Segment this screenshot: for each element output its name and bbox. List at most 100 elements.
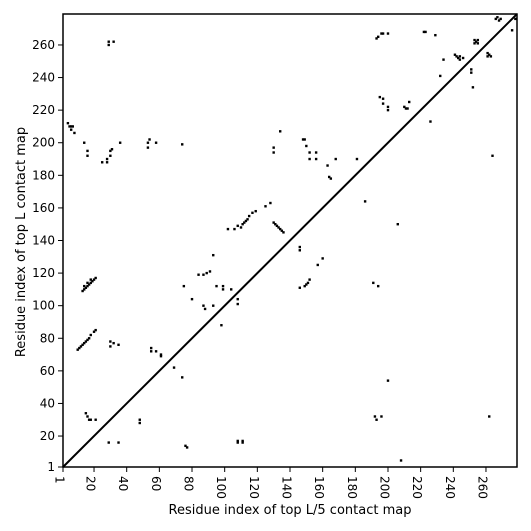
contact-point: [117, 441, 120, 444]
x-tick-label: 100: [214, 476, 228, 499]
contact-point: [86, 284, 89, 288]
contact-point: [514, 17, 517, 21]
contact-point: [236, 302, 239, 306]
contact-point: [376, 35, 380, 39]
y-tick-label: 220: [32, 103, 55, 117]
contact-point: [236, 297, 239, 301]
contact-point: [92, 330, 96, 333]
contact-point: [314, 151, 318, 154]
contact-point: [241, 441, 244, 444]
contact-point: [375, 37, 378, 40]
contact-point: [109, 149, 112, 153]
contact-point: [202, 273, 205, 276]
x-tick-label: 140: [280, 476, 294, 499]
contact-point: [476, 42, 480, 45]
contact-point: [109, 340, 112, 343]
contact-point: [272, 151, 275, 154]
contact-point: [89, 418, 92, 421]
data-points: [66, 16, 517, 462]
contact-point: [396, 223, 399, 226]
contact-point: [221, 284, 225, 288]
diagonal-line: [62, 13, 518, 468]
contact-point: [301, 138, 305, 141]
contact-point: [455, 55, 458, 58]
contact-point: [154, 350, 158, 353]
y-tick-label: 160: [32, 201, 55, 215]
contact-point: [86, 415, 89, 418]
contact-point: [496, 16, 499, 19]
contact-point: [107, 43, 110, 47]
y-tick-label: 120: [32, 266, 55, 280]
x-tick-label: 20: [84, 476, 98, 491]
contact-point: [497, 19, 501, 22]
x-tick-label: 220: [410, 476, 424, 499]
contact-point: [89, 281, 92, 285]
contact-point: [92, 278, 96, 281]
contact-point: [84, 340, 88, 343]
contact-point: [326, 164, 329, 167]
contact-point: [149, 350, 153, 353]
y-tick-label: 140: [32, 234, 55, 248]
contact-point: [272, 221, 275, 224]
contact-point: [488, 53, 491, 56]
contact-point: [499, 17, 502, 21]
contact-point: [159, 353, 163, 356]
contact-point: [202, 304, 205, 307]
contact-point: [109, 345, 112, 348]
contact-point: [442, 58, 445, 61]
y-tick-label: 60: [40, 364, 55, 378]
contact-point: [73, 131, 76, 135]
contact-point: [488, 415, 491, 418]
contact-point: [190, 297, 194, 301]
contact-point: [461, 56, 465, 60]
contact-point: [244, 219, 248, 223]
contact-point: [110, 148, 114, 151]
contact-point: [109, 154, 112, 157]
contact-point: [373, 415, 377, 418]
contact-point: [212, 253, 215, 257]
contact-point: [470, 71, 473, 74]
contact-point: [181, 143, 184, 146]
contact-point: [146, 141, 150, 144]
contact-point: [197, 273, 200, 276]
contact-point: [81, 289, 84, 293]
x-axis-label: Residue index of top L/5 contact map: [169, 503, 412, 518]
contact-point: [76, 348, 79, 351]
x-tick-label: 200: [377, 476, 391, 499]
contact-point: [236, 439, 239, 443]
contact-point: [381, 102, 385, 105]
contact-point: [474, 40, 478, 43]
contact-point: [457, 56, 460, 60]
contact-point: [239, 226, 243, 229]
contact-point: [89, 278, 92, 281]
y-axis-label: Residue index of top L contact map: [14, 127, 29, 357]
contact-point: [476, 38, 480, 42]
contact-point: [86, 338, 89, 342]
contact-point: [138, 418, 141, 421]
contact-point: [473, 38, 476, 42]
contact-point: [458, 55, 462, 58]
contact-point: [182, 284, 186, 288]
contact-point: [254, 209, 257, 213]
contact-point: [236, 441, 239, 444]
y-tick-label: 240: [32, 71, 55, 85]
contact-point: [378, 95, 382, 99]
contact-point: [372, 281, 375, 285]
contact-point: [380, 32, 383, 35]
contact-point: [473, 42, 476, 45]
contact-point: [91, 280, 94, 283]
contact-point: [100, 161, 104, 164]
contact-point: [308, 278, 311, 281]
y-tick-label: 260: [32, 38, 55, 52]
contact-point: [429, 120, 432, 123]
contact-point: [406, 107, 409, 110]
contact-point: [272, 146, 275, 149]
contact-point: [314, 157, 318, 161]
contact-point: [376, 284, 380, 288]
contact-point: [243, 221, 246, 224]
contact-point: [298, 245, 301, 249]
contact-point: [298, 249, 301, 252]
contact-point: [275, 224, 279, 228]
contact-point: [86, 149, 89, 153]
